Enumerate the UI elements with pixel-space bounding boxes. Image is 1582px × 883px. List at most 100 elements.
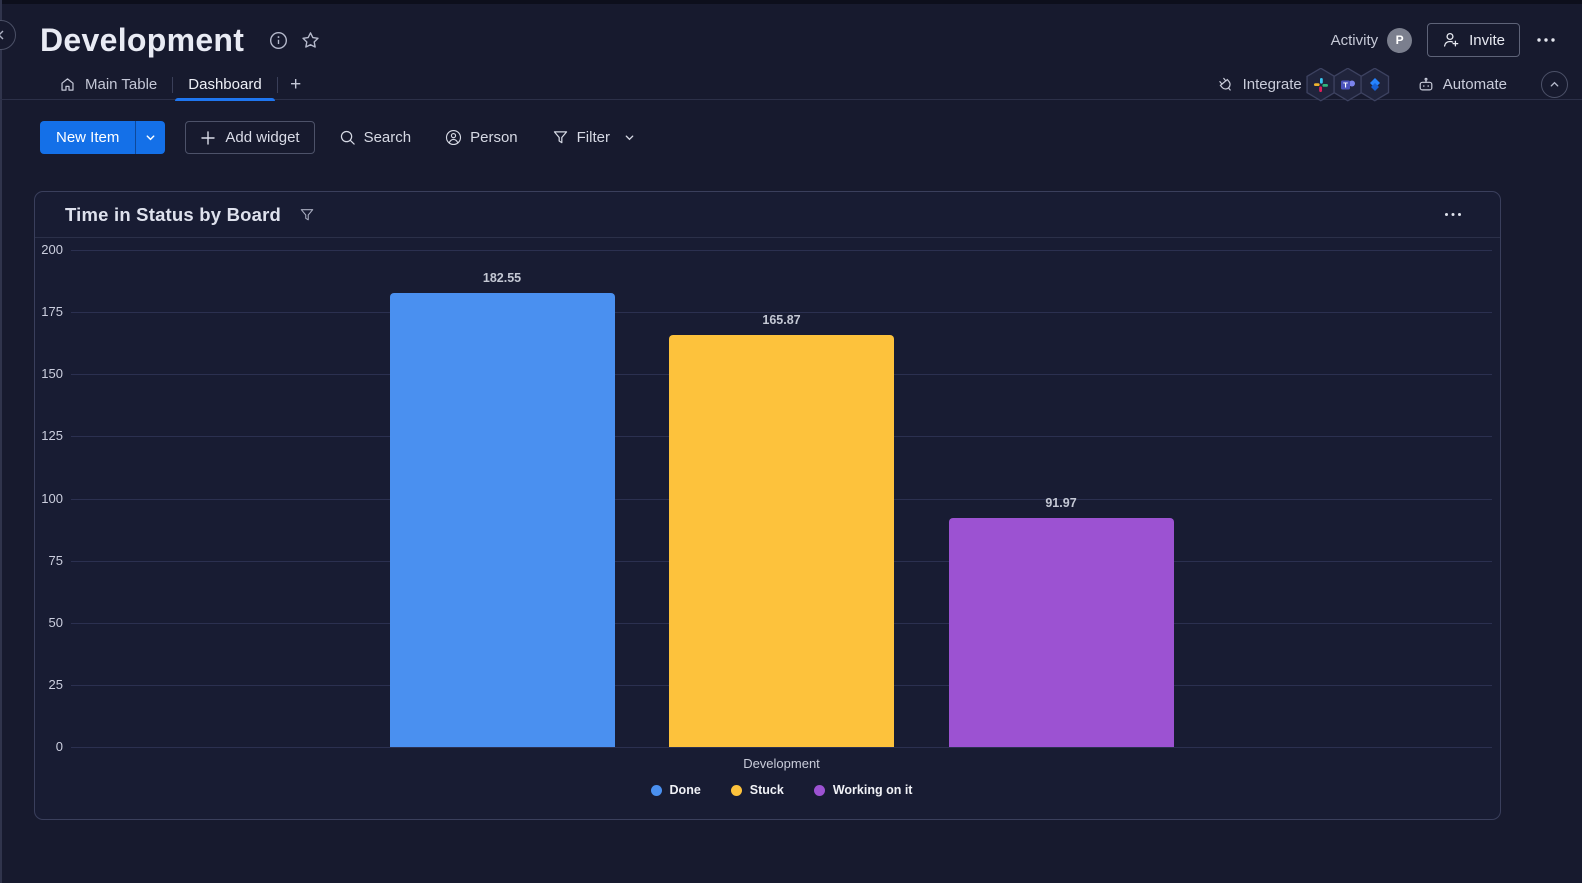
filter-label: Filter <box>576 129 610 146</box>
jira-app-badge[interactable] <box>1360 67 1390 102</box>
header-divider <box>0 99 1582 100</box>
y-axis-tick: 175 <box>41 304 63 320</box>
legend-item-working-on-it[interactable]: Working on it <box>813 783 913 797</box>
ellipsis-icon <box>1537 38 1555 42</box>
home-icon <box>61 78 74 91</box>
robot-icon <box>1419 77 1433 91</box>
filter-funnel-icon <box>300 208 314 220</box>
tab-bar: Main Table Dashboard + Integrate T <box>46 67 1568 102</box>
search-icon <box>340 130 355 145</box>
teams-app-badge[interactable]: T <box>1333 67 1363 102</box>
plus-icon <box>201 130 216 145</box>
gridline-y-0 <box>71 747 1492 748</box>
widget-menu-button[interactable] <box>1438 200 1468 230</box>
slack-app-badge[interactable] <box>1306 67 1336 102</box>
add-widget-label: Add widget <box>225 129 300 146</box>
filter-funnel-icon <box>553 131 567 144</box>
add-widget-button[interactable]: Add widget <box>185 121 315 154</box>
bar-chart: 0 25 50 75 100 125 150 175 200 182.55 165.87 91.97 D… <box>35 239 1500 819</box>
window-top-edge <box>0 0 1582 4</box>
legend-item-done[interactable]: Done <box>650 783 701 797</box>
invite-button[interactable]: Invite <box>1427 23 1520 57</box>
x-axis-label: Development <box>743 756 820 771</box>
legend-item-stuck[interactable]: Stuck <box>730 783 784 797</box>
search-button[interactable]: Search <box>329 121 422 154</box>
y-axis-tick: 125 <box>41 428 63 444</box>
filter-button[interactable]: Filter <box>542 121 645 154</box>
y-axis-tick: 0 <box>55 739 63 754</box>
avatar[interactable]: P <box>1387 27 1413 53</box>
new-item-button[interactable]: New Item <box>40 121 136 154</box>
activity-button[interactable]: Activity <box>1330 31 1379 49</box>
legend-label: Done <box>669 783 701 797</box>
chart-legend: Done Stuck Working on it <box>71 783 1492 797</box>
tab-main-table[interactable]: Main Table <box>46 69 170 100</box>
integration-apps: T <box>1306 67 1391 102</box>
board-toolbar: New Item Add widget Search Person Filter <box>40 121 645 154</box>
collapse-header-button[interactable] <box>1541 71 1568 98</box>
automate-button[interactable]: Automate <box>1417 76 1507 94</box>
y-axis-tick: 100 <box>41 490 63 506</box>
tab-main-table-label: Main Table <box>85 76 158 93</box>
new-item-split-button: New Item <box>40 121 166 154</box>
person-filter-button[interactable]: Person <box>435 121 528 154</box>
chevron-down-icon <box>625 135 634 141</box>
y-axis-tick: 50 <box>48 614 63 630</box>
widget-header: Time in Status by Board <box>35 192 1500 238</box>
sidebar-edge <box>0 0 2 883</box>
slack-icon <box>1313 77 1328 92</box>
bar-value-label: 165.87 <box>762 312 801 327</box>
bar-value-label: 91.97 <box>1045 496 1077 511</box>
board-menu-button[interactable] <box>1530 24 1562 56</box>
y-axis-tick: 75 <box>48 552 63 568</box>
bar-done[interactable] <box>389 293 615 747</box>
widget-filter-button[interactable] <box>299 207 315 223</box>
page-title: Development <box>40 21 245 58</box>
integrate-label: Integrate <box>1242 76 1302 93</box>
integrate-button[interactable]: Integrate <box>1217 76 1302 94</box>
favorite-star-button[interactable] <box>294 24 326 56</box>
legend-dot <box>813 784 825 796</box>
tab-separator <box>276 76 278 93</box>
search-label: Search <box>363 129 412 146</box>
ellipsis-icon <box>1445 213 1461 216</box>
svg-text:T: T <box>1343 80 1348 89</box>
invite-label: Invite <box>1469 31 1505 49</box>
tab-dashboard-label: Dashboard <box>188 76 262 93</box>
tab-separator <box>172 76 174 93</box>
gridline-y-175 <box>71 312 1492 314</box>
tab-dashboard[interactable]: Dashboard <box>175 69 276 101</box>
bar-working-on-it[interactable] <box>948 518 1174 747</box>
teams-icon: T <box>1340 80 1355 89</box>
board-header: Development Activity P Invite <box>40 14 1562 66</box>
invite-person-icon <box>1444 32 1459 47</box>
chart-widget: Time in Status by Board 0 25 50 75 100 125 150… <box>34 191 1501 820</box>
legend-dot <box>730 784 742 796</box>
bar-value-label: 182.55 <box>482 271 522 286</box>
widget-title: Time in Status by Board <box>65 203 282 225</box>
legend-label: Working on it <box>832 783 913 797</box>
automate-label: Automate <box>1442 76 1507 93</box>
y-axis-tick: 150 <box>41 366 63 382</box>
add-view-button[interactable]: + <box>290 73 302 95</box>
info-icon <box>269 31 287 49</box>
collapse-sidebar-button[interactable] <box>0 20 16 50</box>
y-axis-tick: 200 <box>41 242 63 257</box>
bar-stuck[interactable] <box>669 334 894 747</box>
person-label: Person <box>470 129 518 146</box>
board-actions: Integrate T Automate <box>1217 67 1568 102</box>
gridline-y-200 <box>71 250 1492 251</box>
person-icon <box>446 129 462 146</box>
y-axis-tick: 25 <box>48 676 63 692</box>
chevron-down-icon <box>146 135 155 141</box>
jira-icon <box>1369 77 1380 91</box>
integrate-plug-icon <box>1218 77 1231 91</box>
board-info-button[interactable] <box>262 24 294 56</box>
star-icon <box>302 31 319 48</box>
new-item-dropdown-button[interactable] <box>135 121 166 154</box>
chevron-left-icon <box>0 30 4 40</box>
legend-dot <box>650 784 662 796</box>
legend-label: Stuck <box>749 783 784 797</box>
chevron-up-icon <box>1550 81 1559 87</box>
